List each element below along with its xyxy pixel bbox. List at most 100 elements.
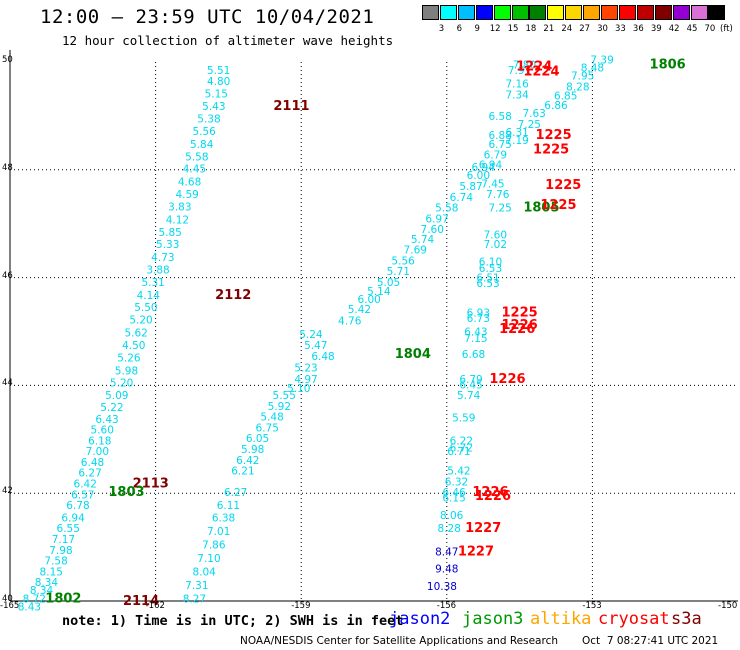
swh-value: 6.42 bbox=[74, 478, 97, 490]
legend-label: 3 bbox=[438, 24, 445, 34]
swh-value: 5.26 bbox=[117, 352, 141, 364]
legend-swatch bbox=[493, 5, 511, 20]
swh-value: 6.00 bbox=[467, 170, 490, 182]
swh-value: 6.32 bbox=[445, 476, 468, 488]
swh-value: 4.97 bbox=[294, 374, 317, 386]
swh-value: 6.48 bbox=[311, 351, 334, 363]
swh-value: 8.27 bbox=[183, 593, 206, 605]
swh-value: 7.91 bbox=[508, 65, 531, 77]
time-label: 2112 bbox=[215, 288, 251, 303]
swh-value: 5.98 bbox=[241, 444, 264, 456]
latitude-tick-label: 48 bbox=[2, 162, 13, 173]
time-label: 1225 bbox=[545, 178, 581, 193]
swh-value: 5.43 bbox=[202, 101, 225, 113]
legend-swatch bbox=[708, 5, 726, 20]
swh-value: 7.69 bbox=[404, 245, 427, 257]
swh-value: 7.25 bbox=[488, 203, 511, 215]
time-label: 1225 bbox=[502, 306, 538, 321]
swh-value: 6.45 bbox=[459, 379, 482, 391]
time-label: 1804 bbox=[395, 347, 431, 362]
swh-value: 8.15 bbox=[40, 566, 63, 578]
swh-value: 6.53 bbox=[479, 263, 502, 275]
legend-label: 15 bbox=[507, 24, 519, 34]
swh-value: 7.17 bbox=[52, 534, 75, 546]
swh-value: 5.42 bbox=[348, 304, 371, 316]
swh-value: 8.28 bbox=[438, 523, 461, 535]
swh-value: 6.46 bbox=[442, 487, 466, 499]
swh-value: 7.15 bbox=[464, 333, 487, 345]
swh-value: 5.42 bbox=[447, 466, 470, 478]
swh-value: 7.25 bbox=[518, 119, 541, 131]
swh-value: 5.62 bbox=[124, 328, 147, 340]
swh-value: 5.55 bbox=[273, 390, 296, 402]
swh-value: 4.80 bbox=[207, 76, 230, 88]
swh-value: 7.63 bbox=[522, 108, 545, 120]
swh-value: 5.24 bbox=[299, 329, 323, 341]
swh-value: 5.31 bbox=[141, 277, 164, 289]
swh-value: 6.68 bbox=[462, 349, 485, 361]
time-label: 1226 bbox=[499, 322, 535, 337]
legend-label: 39 bbox=[650, 24, 662, 34]
swh-value: 5.58 bbox=[435, 203, 458, 215]
legend-label: 12 bbox=[489, 24, 501, 34]
legend-swatch bbox=[457, 5, 475, 20]
swh-value: 7.58 bbox=[44, 556, 67, 568]
swh-value: 3.83 bbox=[168, 201, 191, 213]
swh-value: 8.72 bbox=[23, 593, 46, 605]
swh-value: 8.04 bbox=[192, 566, 216, 578]
time-label: 1803 bbox=[108, 485, 144, 500]
legend-swatch bbox=[529, 5, 547, 20]
swh-value: 5.92 bbox=[268, 401, 291, 413]
swh-value: 6.94 bbox=[479, 159, 503, 171]
swh-value: 8.06 bbox=[440, 510, 464, 522]
swh-value: 6.43 bbox=[464, 327, 487, 339]
legend-swatch bbox=[422, 5, 439, 20]
swh-value: 6.55 bbox=[57, 523, 80, 535]
swh-value: 6.27 bbox=[224, 487, 247, 499]
legend-swatch bbox=[601, 5, 618, 20]
swh-value: 6.75 bbox=[488, 139, 511, 151]
longitude-tick-label: -159 bbox=[291, 601, 311, 611]
swh-value: 4.45 bbox=[183, 164, 206, 176]
legend-swatch bbox=[475, 5, 493, 20]
swh-value: 5.23 bbox=[294, 363, 317, 375]
swh-value: 5.56 bbox=[192, 126, 216, 138]
swh-value: 6.53 bbox=[476, 278, 499, 290]
longitude-tick-label: -153 bbox=[582, 601, 602, 611]
swh-value: 7.00 bbox=[86, 446, 109, 458]
swh-value: 6.18 bbox=[88, 435, 111, 447]
latitude-tick-label: 50 bbox=[2, 55, 13, 65]
time-label: 1225 bbox=[533, 142, 569, 157]
swh-value: 6.88 bbox=[488, 130, 511, 142]
legend-swatch bbox=[547, 5, 565, 20]
mission-label-s3a: s3a bbox=[671, 609, 702, 629]
time-label: 1224 bbox=[516, 59, 552, 74]
swh-value: 6.75 bbox=[256, 422, 279, 434]
generated-timestamp: Oct 7 08:27:41 UTC 2021 bbox=[582, 635, 719, 647]
legend-swatch bbox=[511, 5, 529, 20]
swh-value: 8.47 bbox=[435, 546, 458, 558]
swh-value: 5.84 bbox=[190, 139, 214, 151]
swh-value: 5.15 bbox=[205, 88, 228, 100]
legend-label: 6 bbox=[456, 24, 463, 34]
swh-value: 6.72 bbox=[450, 442, 473, 454]
swh-value: 6.00 bbox=[357, 294, 380, 306]
time-label: 1225 bbox=[535, 128, 571, 143]
swh-value: 4.68 bbox=[178, 177, 201, 189]
swh-value: 7.95 bbox=[571, 70, 594, 82]
swh-value: 5.20 bbox=[129, 315, 152, 327]
mission-label-jason3: jason3 bbox=[462, 609, 524, 629]
swh-value: 8.34 bbox=[30, 585, 54, 597]
swh-value: 6.97 bbox=[425, 213, 448, 225]
legend-swatch bbox=[583, 5, 601, 20]
latitude-tick-label: 44 bbox=[2, 378, 13, 389]
swh-value: 7.45 bbox=[481, 178, 504, 190]
time-label: 1227 bbox=[458, 544, 494, 559]
swh-value: 5.20 bbox=[110, 378, 133, 390]
swh-value: 6.10 bbox=[479, 256, 502, 268]
time-label: 1225 bbox=[540, 198, 576, 213]
swh-value: 6.15 bbox=[442, 493, 465, 505]
swh-value: 6.21 bbox=[231, 466, 254, 478]
time-label: 1224 bbox=[523, 65, 559, 80]
